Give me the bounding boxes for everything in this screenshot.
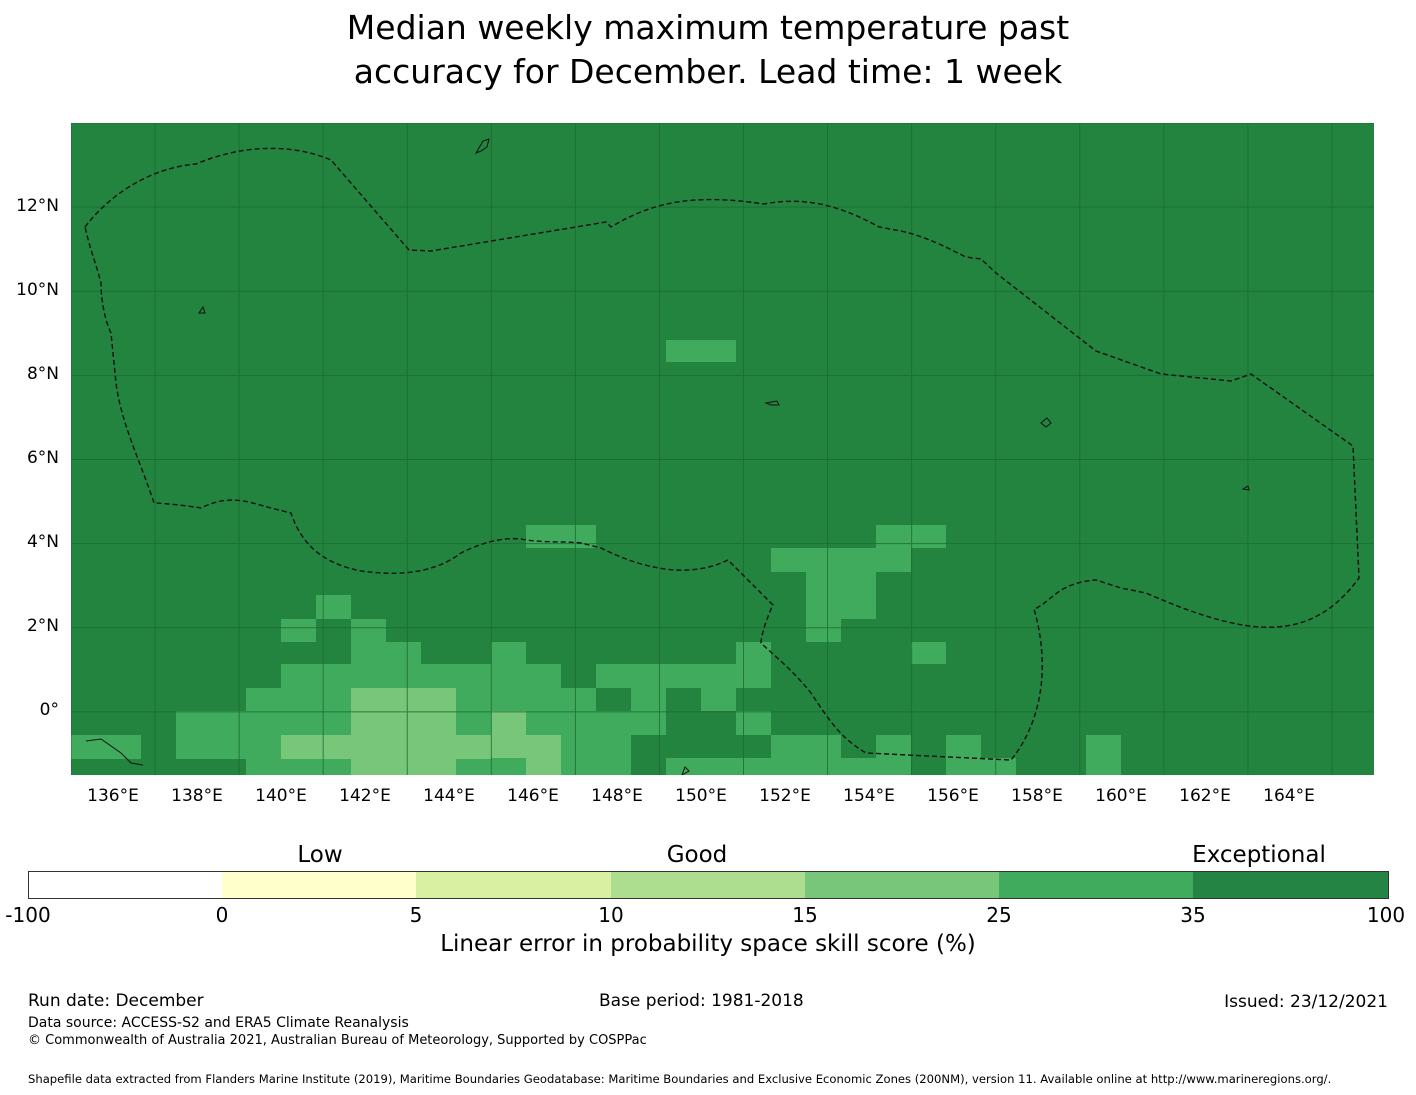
eez-boundary-fsm	[84, 147, 1360, 761]
lon-tick-label: 164°E	[1263, 786, 1315, 806]
colorbar-segment	[28, 871, 222, 899]
skill-cell	[631, 688, 666, 711]
skill-cell	[911, 642, 946, 664]
lon-tick-label: 146°E	[507, 786, 559, 806]
graticule	[71, 123, 1374, 775]
lon-tick-label: 136°E	[87, 786, 139, 806]
skill-cell	[806, 619, 841, 642]
lon-tick-label: 156°E	[927, 786, 979, 806]
skill-cell	[176, 759, 246, 775]
issued-date: Issued: 23/12/2021	[1224, 992, 1388, 1012]
colorbar-category-good: Good	[666, 842, 728, 868]
skill-cell	[806, 572, 876, 619]
skill-cell	[666, 340, 736, 362]
skill-cell	[946, 758, 1016, 775]
colorbar-tick-label: 35	[1180, 903, 1206, 927]
lon-tick-label: 148°E	[591, 786, 643, 806]
colorbar-tick-label: 0	[215, 903, 229, 927]
lon-tick-label: 154°E	[843, 786, 895, 806]
run-date: Run date: December	[28, 991, 204, 1011]
lat-tick-label: 8°N	[26, 364, 59, 384]
colorbar-segment	[416, 871, 611, 899]
skill-cell	[701, 688, 736, 711]
colorbar	[28, 871, 1389, 899]
skill-cell	[736, 711, 771, 735]
skill-cell	[946, 735, 981, 758]
lon-tick-label: 162°E	[1179, 786, 1231, 806]
skill-cell	[71, 735, 141, 759]
colorbar-tick-label: 5	[409, 903, 423, 927]
lon-tick-label: 138°E	[171, 786, 223, 806]
skill-cell	[526, 735, 561, 775]
colorbar-segment	[805, 871, 999, 899]
lon-tick-label: 152°E	[759, 786, 811, 806]
colorbar-tick-label: 100	[1366, 903, 1406, 927]
title-line-2: accuracy for December. Lead time: 1 week	[353, 52, 1063, 91]
colorbar-label: Linear error in probability space skill …	[440, 931, 976, 957]
colorbar-tick-label: 25	[986, 903, 1012, 927]
skill-cell	[281, 735, 351, 759]
shapefile-credit: Shapefile data extracted from Flanders M…	[28, 1072, 1332, 1086]
skill-cell	[771, 548, 911, 572]
colorbar-category-low: Low	[297, 842, 343, 868]
skill-cell	[491, 642, 526, 664]
lat-tick-label: 10°N	[16, 280, 59, 300]
skill-cell	[596, 664, 736, 688]
lon-tick-label: 150°E	[675, 786, 727, 806]
skill-cell	[876, 525, 946, 548]
colorbar-tick-label: 10	[598, 903, 624, 927]
lat-tick-label: 6°N	[26, 448, 59, 468]
lon-tick-label: 160°E	[1095, 786, 1147, 806]
lat-tick-label: 4°N	[26, 532, 59, 552]
skill-cell	[1086, 735, 1121, 775]
skill-cell	[351, 619, 386, 642]
colorbar-tick-label: 15	[792, 903, 818, 927]
colorbar-segment	[611, 871, 805, 899]
skill-cell	[736, 642, 771, 688]
lon-tick-label: 158°E	[1011, 786, 1063, 806]
islands	[85, 138, 1250, 775]
skill-cell	[281, 664, 561, 688]
skill-cell	[141, 735, 176, 775]
skill-cell	[666, 758, 911, 775]
colorbar-frame	[28, 871, 1389, 899]
lon-tick-label: 144°E	[423, 786, 475, 806]
lat-tick-label: 2°N	[26, 616, 59, 636]
skill-score-map	[71, 123, 1374, 775]
title-line-1: Median weekly maximum temperature past	[346, 8, 1070, 47]
skill-cell	[281, 619, 316, 642]
skill-cell	[71, 759, 106, 775]
data-source: Data source: ACCESS-S2 and ERA5 Climate …	[28, 1015, 409, 1031]
skill-cells	[71, 340, 1121, 775]
colorbar-segment	[1193, 871, 1389, 899]
skill-cell	[456, 735, 491, 759]
skill-cell	[351, 642, 421, 664]
lon-tick-label: 140°E	[255, 786, 307, 806]
skill-cell	[876, 735, 911, 758]
colorbar-segment	[222, 871, 416, 899]
skill-cell	[771, 735, 841, 758]
colorbar-tick-label: -100	[5, 903, 51, 927]
skill-cell	[596, 688, 631, 711]
colorbar-category-exceptional: Exceptional	[1192, 842, 1326, 868]
skill-cell	[666, 711, 736, 758]
copyright: © Commonwealth of Australia 2021, Austra…	[28, 1033, 647, 1048]
lat-tick-label: 0°	[39, 700, 59, 720]
lon-tick-label: 142°E	[339, 786, 391, 806]
skill-cell	[491, 711, 526, 758]
skill-cell	[631, 735, 666, 775]
colorbar-segment	[999, 871, 1193, 899]
map-title: Median weekly maximum temperature past a…	[0, 6, 1416, 94]
skill-cell	[316, 595, 351, 619]
base-period: Base period: 1981-2018	[599, 991, 804, 1011]
lat-tick-label: 12°N	[16, 196, 59, 216]
skill-cell	[351, 688, 456, 775]
